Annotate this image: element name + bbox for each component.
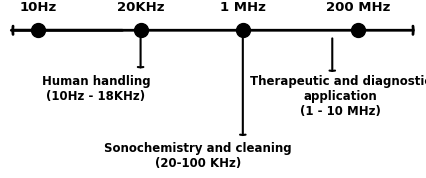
Point <box>239 29 246 32</box>
Text: 1 MHz: 1 MHz <box>220 1 266 14</box>
Text: Sonochemistry and cleaning
(20-100 KHz): Sonochemistry and cleaning (20-100 KHz) <box>104 142 292 170</box>
Point <box>35 29 42 32</box>
Text: Human handling
(10Hz - 18KHz): Human handling (10Hz - 18KHz) <box>42 75 150 103</box>
Point <box>354 29 361 32</box>
Text: 200 MHz: 200 MHz <box>325 1 390 14</box>
Point <box>137 29 144 32</box>
Text: 20KHz: 20KHz <box>117 1 164 14</box>
Text: Therapeutic and diagnostic
application
(1 - 10 MHz): Therapeutic and diagnostic application (… <box>250 75 426 118</box>
Text: 10Hz: 10Hz <box>20 1 57 14</box>
